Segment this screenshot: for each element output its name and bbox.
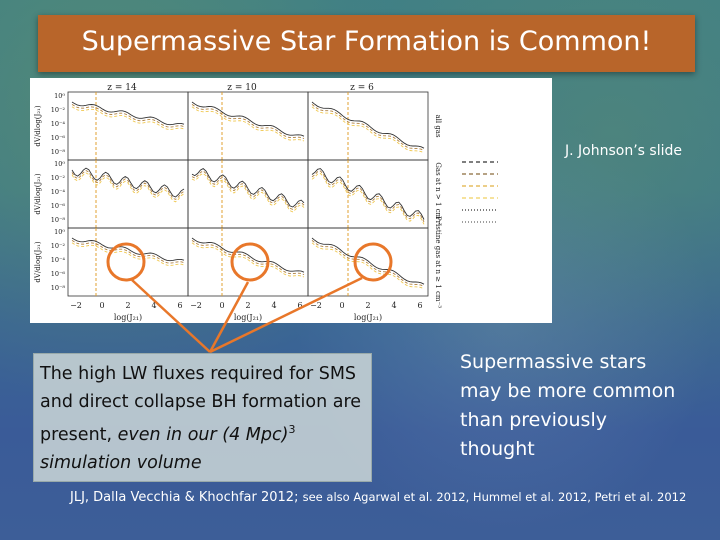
panel-frame: [307, 227, 429, 297]
y-tick-label: 10⁻⁸: [51, 284, 66, 292]
y-tick-label: 10⁰: [54, 92, 65, 100]
slide-title: Supermassive Star Formation is Common!: [38, 15, 695, 72]
y-tick-label: 10⁻⁶: [51, 270, 66, 278]
curve: [311, 101, 425, 149]
curve: [71, 101, 185, 126]
panel-title: z = 10: [227, 83, 257, 93]
legend: [462, 161, 498, 223]
citation: JLJ, Dalla Vecchia & Khochfar 2012; see …: [70, 490, 710, 505]
curve: [71, 169, 185, 200]
curve: [311, 106, 425, 154]
highlight-circles: [106, 242, 393, 282]
x-axis-label: log(J₂₁): [114, 313, 142, 322]
x-axis-label: log(J₂₁): [234, 313, 262, 322]
text: 3: [288, 423, 296, 436]
curve: [191, 240, 305, 276]
curve: [191, 101, 305, 137]
x-tick-label: 2: [125, 301, 130, 310]
y-axis-label: dV/dlog(J₂₁): [34, 241, 42, 282]
y-tick-label: 10⁻⁸: [51, 148, 66, 156]
x-tick-label: 2: [245, 301, 250, 310]
x-axis-label: log(J₂₁): [354, 313, 382, 322]
curve: [191, 104, 305, 140]
curve: [191, 242, 305, 278]
y-tick-label: 10⁻⁴: [51, 188, 66, 196]
x-tick-label: 4: [271, 301, 276, 310]
row-label: Gas at n > 1 cm⁻³: [434, 162, 442, 226]
x-tick-label: 4: [151, 301, 156, 310]
panel-title: z = 6: [350, 83, 374, 93]
curve: [311, 240, 425, 288]
curve: [71, 237, 185, 262]
y-tick-label: 10⁻⁴: [51, 120, 66, 128]
text: see also Agarwal et al. 2012, Hummel et …: [302, 490, 687, 504]
y-axis-label: dV/dlog(J₂₁): [34, 105, 42, 146]
y-tick-label: 10⁰: [54, 160, 65, 168]
y-tick-label: 10⁰: [54, 228, 65, 236]
y-tick-label: 10⁻⁶: [51, 202, 66, 210]
x-tick-label: 0: [99, 301, 104, 310]
y-tick-label: 10⁻²: [51, 106, 66, 114]
curve: [191, 168, 305, 208]
figure-background: [30, 78, 552, 323]
y-tick-label: 10⁻⁸: [51, 216, 66, 224]
curve: [71, 167, 185, 198]
x-tick-label: 4: [391, 301, 396, 310]
x-tick-label: 0: [339, 301, 344, 310]
x-tick-label: −2: [70, 301, 82, 310]
y-tick-label: 10⁻⁴: [51, 256, 66, 264]
text: The high LW fluxes required for SMS and …: [40, 364, 362, 445]
curve: [191, 237, 305, 273]
y-tick-label: 10⁻²: [51, 174, 66, 182]
x-tick-label: 2: [365, 301, 370, 310]
panel-title: z = 14: [107, 83, 137, 93]
y-axis-label: dV/dlog(J₂₁): [34, 173, 42, 214]
row-label: all gas: [434, 114, 442, 138]
x-tick-label: 6: [417, 301, 422, 310]
curve: [311, 242, 425, 290]
y-tick-label: 10⁻²: [51, 242, 66, 250]
x-tick-label: 6: [177, 301, 182, 310]
curve: [311, 104, 425, 152]
curve: [311, 237, 425, 285]
curve: [71, 172, 185, 203]
text: Supermassive stars may be more common th…: [460, 351, 676, 460]
row-label: Pristine gas at n ≥ 1 cm⁻³: [434, 216, 442, 308]
curve: [191, 106, 305, 142]
arrows: [131, 276, 363, 354]
curve: [191, 170, 305, 210]
text: even in our (4 Mpc): [117, 424, 289, 445]
text-box: The high LW fluxes required for SMS and …: [33, 353, 372, 482]
credit: J. Johnson’s slide: [565, 143, 682, 159]
text: JLJ, Dalla Vecchia & Khochfar 2012;: [70, 490, 303, 505]
x-tick-label: 0: [219, 301, 224, 310]
x-tick-label: −2: [190, 301, 202, 310]
curve: [311, 168, 425, 220]
x-tick-label: −2: [310, 301, 322, 310]
curve: [191, 172, 305, 213]
text: simulation volume: [40, 452, 202, 473]
y-tick-label: 10⁻⁶: [51, 134, 66, 142]
x-tick-label: 6: [297, 301, 302, 310]
